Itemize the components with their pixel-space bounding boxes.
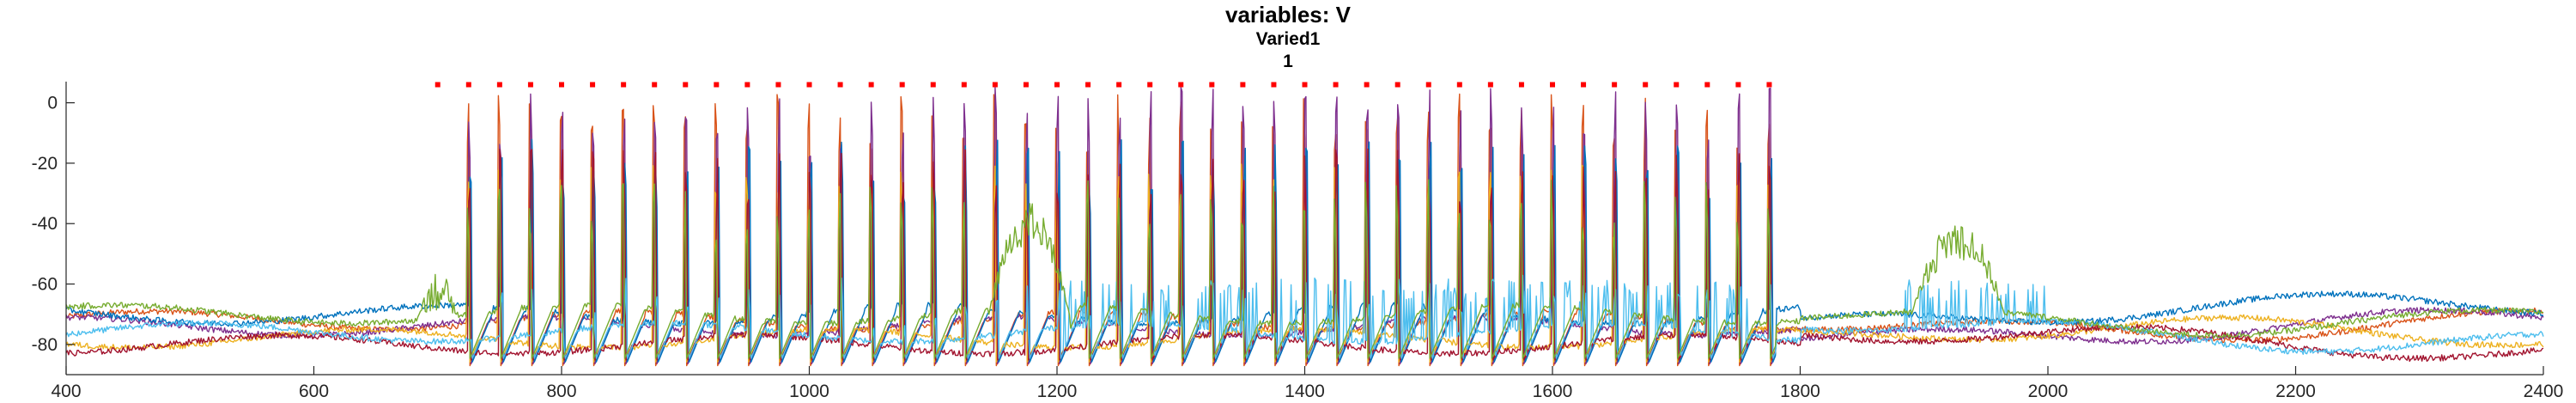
- chart-subtitle-2: 1: [1283, 52, 1293, 71]
- stimulus-marker: [496, 82, 502, 88]
- stimulus-markers: [434, 82, 1772, 88]
- stimulus-marker: [1674, 82, 1680, 88]
- stimulus-marker: [527, 82, 533, 88]
- stimulus-marker: [1487, 82, 1493, 88]
- voltage-traces: [65, 86, 2544, 367]
- axes: 400 600 800 1000 1200 1400 1600 1800 2000 2200 240…: [32, 82, 2564, 401]
- x-tick-label: 2400: [2524, 382, 2564, 401]
- y-tick-label: -40: [32, 214, 58, 234]
- stimulus-marker: [1054, 82, 1060, 88]
- stimulus-marker: [961, 82, 967, 88]
- stimulus-marker: [1271, 82, 1277, 88]
- stimulus-marker: [1240, 82, 1246, 88]
- y-tick-label: -60: [32, 275, 58, 295]
- y-tick-label: -80: [32, 335, 58, 355]
- voltage-trace-line: [65, 179, 2544, 359]
- stimulus-marker: [1456, 82, 1462, 88]
- x-tick-label: 2200: [2275, 382, 2316, 401]
- stimulus-marker: [621, 82, 627, 88]
- x-tick-label: 1600: [1533, 382, 1573, 401]
- stimulus-marker: [899, 82, 905, 88]
- stimulus-marker: [775, 82, 781, 88]
- stimulus-marker: [1178, 82, 1184, 88]
- stimulus-marker: [868, 82, 874, 88]
- chart-subtitle-1: Varied1: [1256, 29, 1321, 49]
- stimulus-marker: [1085, 82, 1091, 88]
- stimulus-marker: [559, 82, 564, 88]
- x-tick-label: 1200: [1037, 382, 1078, 401]
- stimulus-marker: [1766, 82, 1772, 88]
- stimulus-marker: [590, 82, 596, 88]
- stimulus-marker: [465, 82, 471, 88]
- stimulus-marker: [1333, 82, 1339, 88]
- x-tick-label: 1000: [789, 382, 829, 401]
- stimulus-marker: [1735, 82, 1741, 88]
- x-tick-label: 1400: [1285, 382, 1325, 401]
- stimulus-marker: [1612, 82, 1618, 88]
- stimulus-marker: [744, 82, 750, 88]
- stimulus-marker: [1394, 82, 1400, 88]
- y-tick-label: -20: [32, 154, 58, 174]
- stimulus-marker: [1209, 82, 1215, 88]
- stimulus-marker: [1425, 82, 1431, 88]
- y-tick-label: 0: [47, 94, 58, 113]
- stimulus-marker: [1704, 82, 1710, 88]
- stimulus-marker: [992, 82, 998, 88]
- stimulus-marker: [1302, 82, 1308, 88]
- stimulus-marker: [1643, 82, 1649, 88]
- stimulus-marker: [930, 82, 936, 88]
- chart-title: variables: V: [1225, 2, 1352, 27]
- stimulus-marker: [683, 82, 689, 88]
- x-tick-label: 2000: [2028, 382, 2069, 401]
- stimulus-marker: [714, 82, 720, 88]
- stimulus-marker: [1581, 82, 1587, 88]
- x-tick-label: 1800: [1780, 382, 1820, 401]
- stimulus-marker: [1518, 82, 1524, 88]
- stimulus-marker: [1147, 82, 1153, 88]
- stimulus-marker: [837, 82, 843, 88]
- x-tick-label: 600: [299, 382, 329, 401]
- plot-area: 400 600 800 1000 1200 1400 1600 1800 2000 2200 240…: [32, 82, 2564, 401]
- stimulus-marker: [1023, 82, 1029, 88]
- x-tick-label: 800: [546, 382, 576, 401]
- stimulus-marker: [1364, 82, 1370, 88]
- stimulus-marker: [806, 82, 812, 88]
- x-tick-label: 400: [51, 382, 81, 401]
- stimulus-marker: [652, 82, 658, 88]
- stimulus-marker: [1116, 82, 1122, 88]
- stimulus-marker: [434, 82, 440, 88]
- stimulus-marker: [1550, 82, 1555, 88]
